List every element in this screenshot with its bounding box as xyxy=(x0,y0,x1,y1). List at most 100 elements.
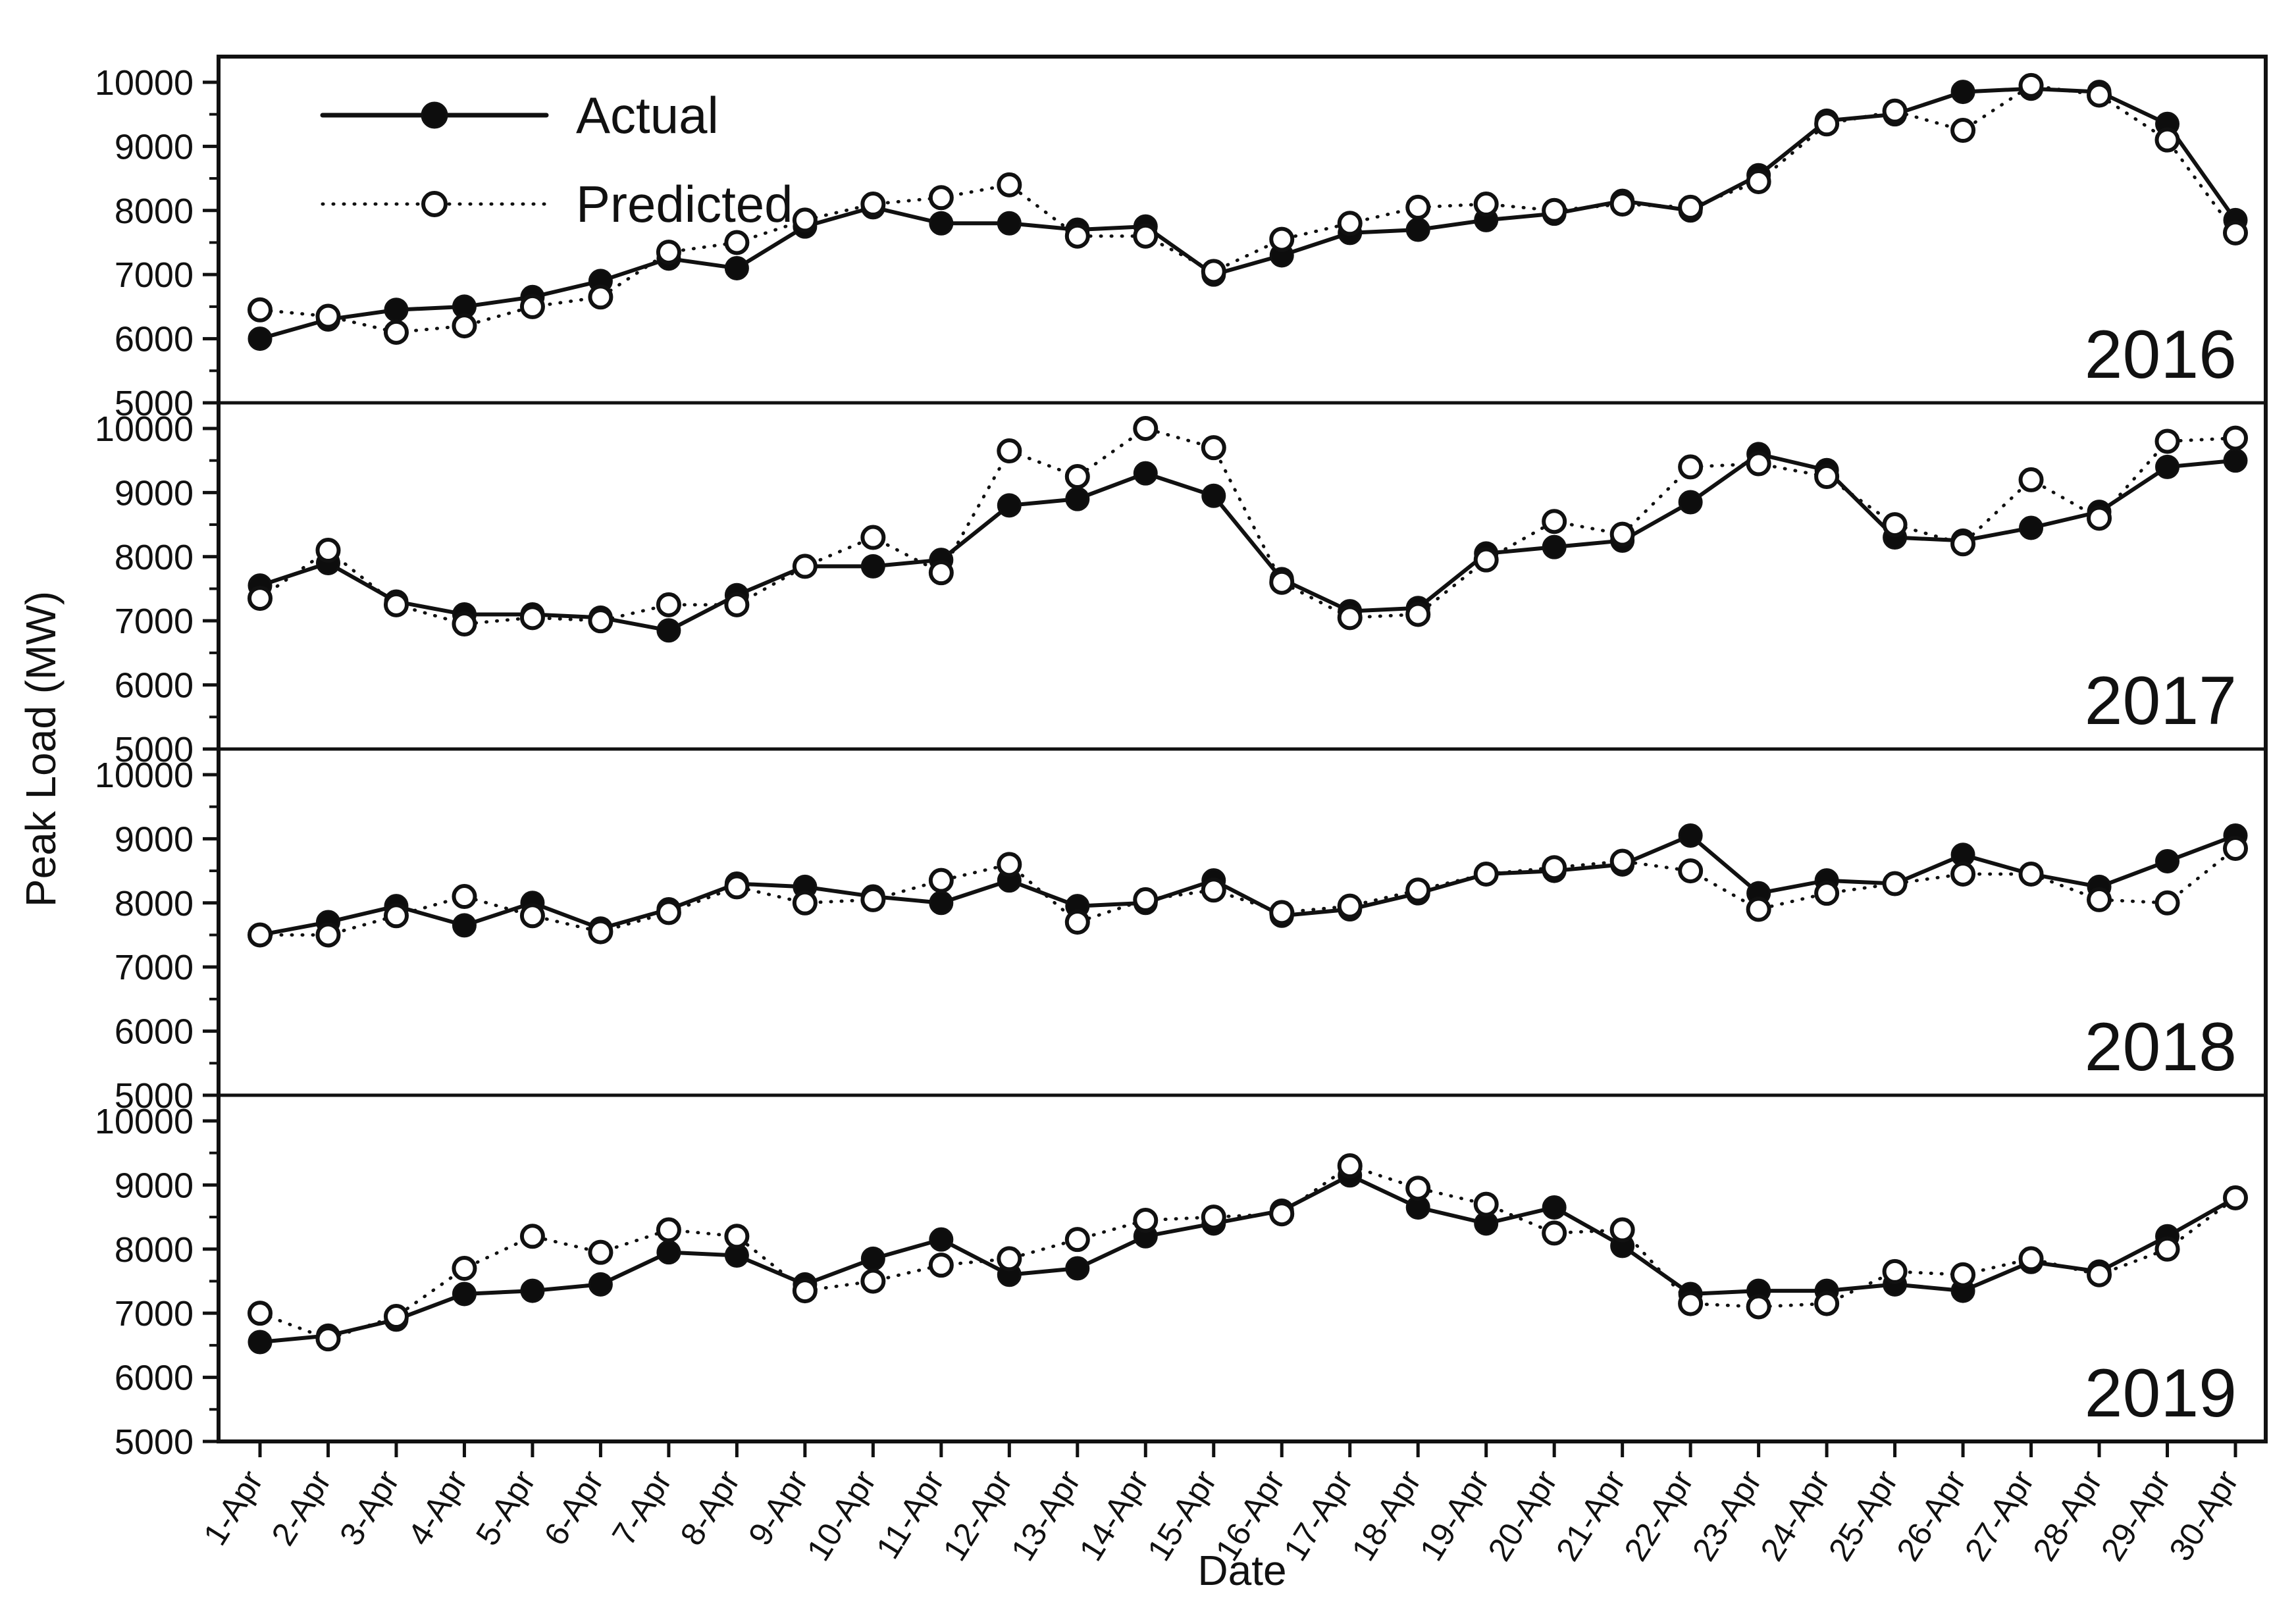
filled-circle-marker xyxy=(1542,1195,1567,1220)
open-circle-marker xyxy=(2154,428,2180,454)
x-tick-label: 7-Apr xyxy=(605,1464,679,1551)
open-circle-marker xyxy=(1337,893,1363,919)
open-circle-marker xyxy=(860,525,886,550)
open-circle-marker xyxy=(1882,1258,1908,1284)
open-circle-marker xyxy=(1337,211,1363,236)
x-tick-label: 10-Apr xyxy=(800,1464,883,1567)
open-circle-marker xyxy=(2018,1246,2044,1272)
open-circle-marker xyxy=(1609,1217,1635,1243)
y-tick-label: 9000 xyxy=(115,1166,194,1205)
open-circle-marker xyxy=(1609,521,1635,547)
legend-filled-circle-icon xyxy=(421,101,448,129)
y-tick-label: 9000 xyxy=(115,473,194,513)
y-tick-label: 8000 xyxy=(115,1230,194,1270)
open-circle-marker xyxy=(928,1253,954,1278)
open-circle-marker xyxy=(656,592,681,617)
predicted-line-2019 xyxy=(258,1164,2237,1341)
x-tick-label: 8-Apr xyxy=(673,1464,746,1551)
open-circle-marker xyxy=(1609,848,1635,874)
open-circle-marker xyxy=(588,1239,613,1265)
filled-circle-marker xyxy=(1950,80,1975,105)
open-circle-marker xyxy=(656,900,681,925)
filled-circle-marker xyxy=(452,1282,477,1307)
filled-circle-marker xyxy=(452,913,477,938)
panel-2016: 5000 6000 7000 8000 9000 10000 2016 xyxy=(95,63,2266,423)
open-circle-marker xyxy=(315,922,341,948)
filled-circle-marker xyxy=(1201,483,1226,508)
x-tick-label: 13-Apr xyxy=(1004,1464,1087,1567)
open-circle-marker xyxy=(2087,505,2112,531)
open-circle-marker xyxy=(1473,1191,1499,1217)
legend-label: Predicted xyxy=(576,175,793,233)
y-axis-ticks: 5000 6000 7000 8000 9000 10000 xyxy=(95,409,219,769)
x-tick-label: 21-Apr xyxy=(1549,1464,1632,1567)
open-circle-marker xyxy=(860,1268,886,1294)
filled-circle-marker xyxy=(1678,823,1703,848)
y-tick-label: 6000 xyxy=(115,1359,194,1398)
filled-circle-marker xyxy=(2019,515,2044,540)
y-tick-label: 5000 xyxy=(115,384,194,423)
open-circle-marker xyxy=(1201,1204,1226,1230)
actual-line-2016 xyxy=(258,86,2237,341)
y-tick-label: 7000 xyxy=(115,255,194,295)
open-circle-marker xyxy=(860,887,886,912)
open-circle-marker xyxy=(2223,1185,2248,1210)
open-circle-marker xyxy=(2154,890,2180,916)
open-circle-marker xyxy=(1814,464,1840,490)
open-circle-marker xyxy=(1201,259,1226,284)
open-circle-marker xyxy=(1201,877,1226,903)
y-tick-label: 6000 xyxy=(115,1012,194,1052)
y-tick-label: 9000 xyxy=(115,819,194,859)
open-circle-marker xyxy=(1201,435,1226,461)
filled-circle-marker xyxy=(1405,217,1430,242)
y-tick-label: 9000 xyxy=(115,127,194,167)
open-circle-marker xyxy=(656,1217,681,1243)
panel-2017: 5000 6000 7000 8000 9000 10000 2017 xyxy=(95,409,2266,769)
filled-circle-marker xyxy=(520,1278,545,1303)
open-circle-marker xyxy=(724,592,750,617)
y-tick-label: 8000 xyxy=(115,192,194,231)
x-tick-label: 5-Apr xyxy=(469,1464,542,1551)
year-label: 2017 xyxy=(2085,663,2237,739)
open-circle-marker xyxy=(588,608,613,634)
x-tick-label: 23-Apr xyxy=(1685,1464,1769,1567)
open-circle-marker xyxy=(2018,467,2044,492)
open-circle-marker xyxy=(519,903,545,929)
open-circle-marker xyxy=(315,303,341,329)
open-circle-marker xyxy=(1269,900,1295,925)
x-tick-label: 30-Apr xyxy=(2162,1464,2245,1567)
filled-circle-marker xyxy=(1678,490,1703,515)
open-circle-marker xyxy=(2223,835,2248,861)
x-tick-label: 6-Apr xyxy=(536,1464,610,1551)
open-circle-marker xyxy=(928,185,954,211)
filled-circle-marker xyxy=(724,255,749,280)
open-circle-marker xyxy=(1678,194,1704,220)
open-circle-marker xyxy=(1133,1207,1159,1233)
y-tick-label: 8000 xyxy=(115,884,194,923)
open-circle-marker xyxy=(1746,1294,1771,1320)
open-circle-marker xyxy=(1337,605,1363,631)
y-tick-label: 10000 xyxy=(95,756,194,795)
y-tick-label: 8000 xyxy=(115,538,194,577)
y-tick-label: 10000 xyxy=(95,1102,194,1141)
x-tick-label: 2-Apr xyxy=(265,1464,338,1551)
open-circle-marker xyxy=(1746,168,1771,194)
open-circle-marker xyxy=(1950,531,1976,557)
x-tick-label: 25-Apr xyxy=(1821,1464,1905,1567)
y-tick-label: 5000 xyxy=(115,1076,194,1116)
open-circle-marker xyxy=(2223,425,2248,451)
open-circle-marker xyxy=(1133,887,1159,912)
legend-item-actual: Actual xyxy=(320,86,719,144)
open-circle-marker xyxy=(1882,871,1908,896)
open-circle-marker xyxy=(383,1304,409,1330)
predicted-line-2017 xyxy=(258,427,2237,626)
year-label: 2016 xyxy=(2085,317,2237,393)
actual-markers-2016 xyxy=(248,76,2248,351)
x-tick-label: 27-Apr xyxy=(1958,1464,2041,1567)
filled-circle-marker xyxy=(656,1240,681,1265)
open-circle-marker xyxy=(1814,111,1840,137)
open-circle-marker xyxy=(1064,910,1090,935)
open-circle-marker xyxy=(315,538,341,563)
y-tick-label: 7000 xyxy=(115,1294,194,1334)
